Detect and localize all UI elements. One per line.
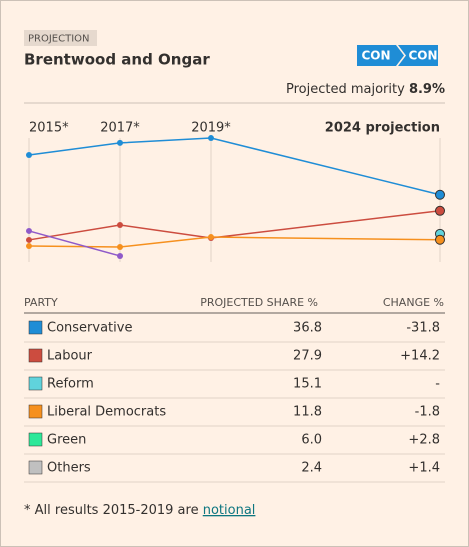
swatch [28,320,43,335]
x-label: 2015* [29,121,69,136]
share: 2.4 [301,461,322,476]
badge [357,45,404,66]
badge [398,45,438,66]
column-header: CHANGE % [383,296,444,309]
party: Liberal Democrats [47,405,166,420]
badge-text: CON [361,49,390,63]
x-label: 2024 projection [325,121,440,136]
x-label: 2019* [191,121,231,136]
table: PARTY PROJECTED SHARE % CHANGE % Conservati… [24,296,445,483]
chart: 2015* 2017* 2019* 2024 projection [26,121,445,262]
badge-text: CON [408,49,437,63]
majority-label: Projected majority [286,82,405,97]
change: - [435,377,440,392]
tag: PROJECTION [28,34,90,45]
party: Others [47,461,91,476]
footnote-link[interactable]: notional [203,503,256,518]
swatch [28,404,43,419]
column-header: PROJECTED SHARE % [200,296,318,309]
point [208,234,214,241]
series-line [28,137,441,196]
point [26,243,32,250]
point [117,252,123,259]
tag-bg [24,30,97,46]
party: Green [47,433,86,448]
change: +14.2 [400,349,440,364]
share: 15.1 [293,377,322,392]
point [435,189,445,200]
share: 11.8 [293,405,322,420]
point [26,236,32,243]
point [117,243,123,250]
point [26,151,32,158]
share: 6.0 [301,433,322,448]
swatch [28,432,43,447]
share: 36.8 [293,321,322,336]
change: +2.8 [408,433,440,448]
swatch [28,460,43,475]
series-line [28,230,121,257]
column-header: PARTY [24,296,58,309]
swatch [28,348,43,363]
point [117,222,123,228]
point [26,227,32,234]
swatch [28,376,43,391]
point [208,135,214,142]
majority: Projected majority 8.9% [286,82,445,97]
footnote: * All results 2015-2019 are notional [24,503,255,518]
party: Conservative [47,321,132,336]
majority-value: 8.9% [409,82,445,97]
party: Labour [47,349,93,364]
point [435,234,445,245]
x-label: 2017* [100,121,140,136]
change: +1.4 [408,461,440,476]
change: -31.8 [406,321,440,336]
share: 27.9 [293,349,322,364]
party: Reform [47,377,94,392]
point [117,139,123,146]
series-line [28,236,441,248]
series-line [28,210,441,241]
footnote-text: * All results 2015-2019 are [24,503,199,518]
change: -1.8 [415,405,440,420]
point [435,205,445,216]
title: Brentwood and Ongar [24,51,210,69]
